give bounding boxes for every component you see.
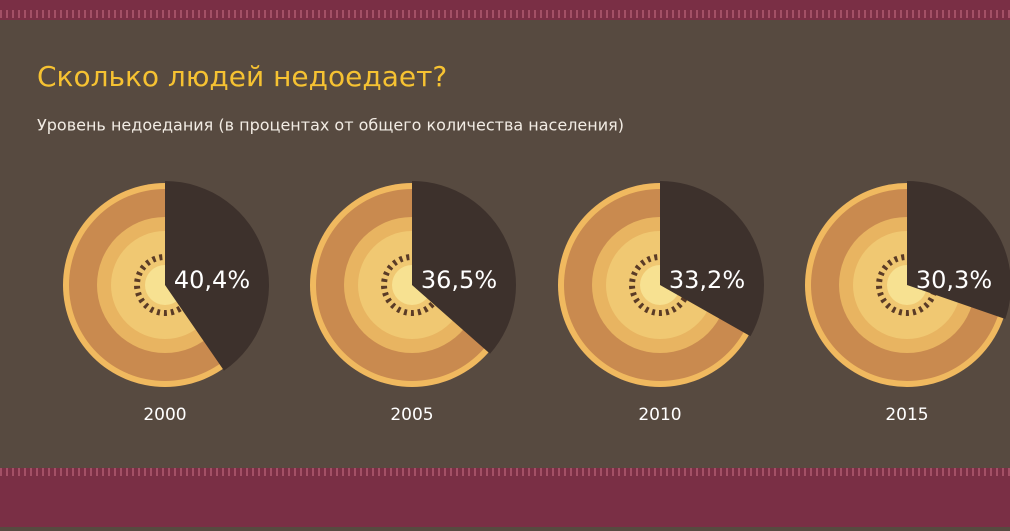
value-label: 33,2% bbox=[669, 266, 745, 294]
pie-slice bbox=[412, 181, 516, 354]
pie-slice bbox=[660, 181, 764, 337]
category-label: 2005 bbox=[390, 405, 433, 425]
value-label: 40,4% bbox=[174, 266, 250, 294]
category-label: 2015 bbox=[885, 405, 928, 425]
value-label: 36,5% bbox=[421, 266, 497, 294]
category-label: 2010 bbox=[638, 405, 681, 425]
category-label: 2000 bbox=[143, 405, 186, 425]
value-label: 30,3% bbox=[916, 266, 992, 294]
pie-slice bbox=[165, 181, 269, 371]
bottom-band bbox=[0, 468, 1010, 527]
chart-subtitle: Уровень недоедания (в процентах от общег… bbox=[37, 116, 624, 135]
chart-title: Сколько людей недоедает? bbox=[37, 60, 447, 93]
pie-slice bbox=[907, 181, 1010, 319]
